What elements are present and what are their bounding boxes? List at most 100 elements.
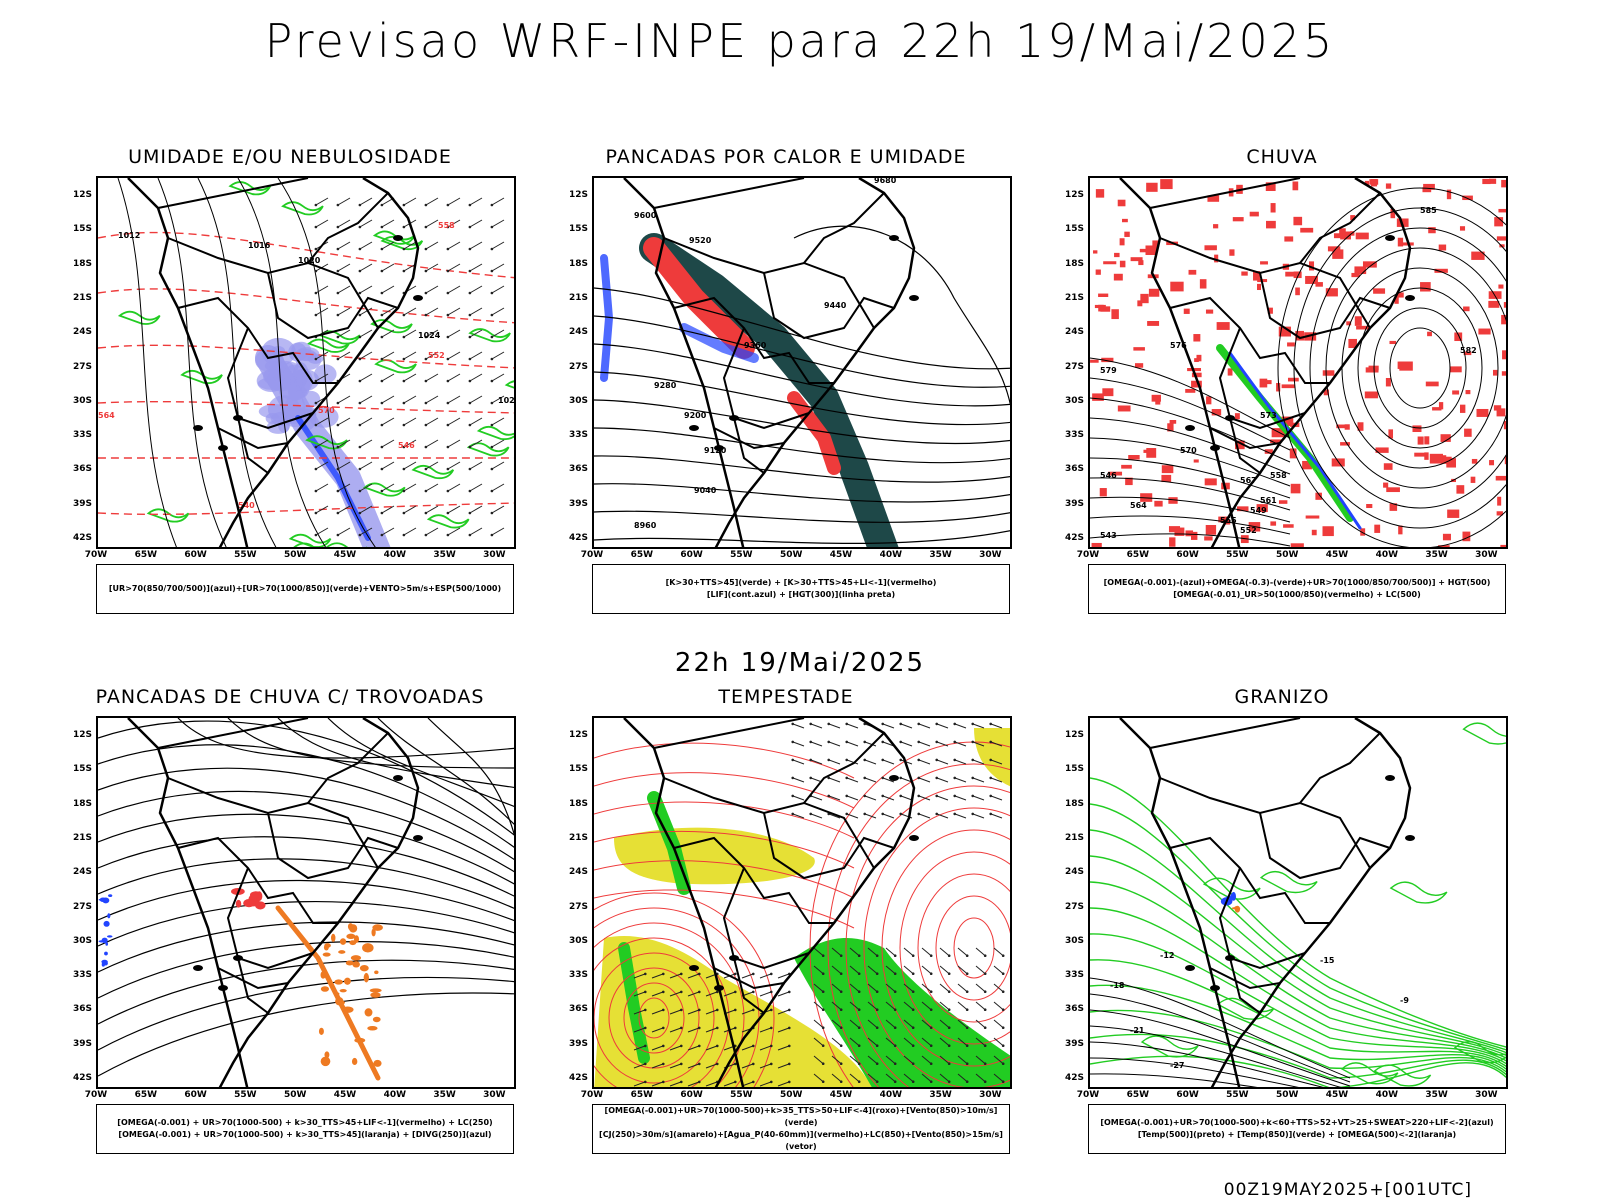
lon-tick-label: 60W <box>184 1090 207 1100</box>
lat-tick-label: 30S <box>72 935 92 946</box>
legend-line: [OMEGA(-0.01)_UR>50(1000/850)(vermelho) … <box>1173 590 1421 599</box>
lat-tick-label: 30S <box>568 395 588 406</box>
map-panel-3: CHUVA 585 582 579 576 573 570 567 564 561 558 555 55… <box>1062 146 1508 626</box>
forecast-map: 585 582 579 576 573 570 567 564 561 558 555 552 549 5… <box>1088 176 1508 549</box>
lon-tick-label: 50W <box>1275 550 1299 560</box>
main-title: Previsao WRF-INPE para 22h 19/Mai/2025 <box>264 14 1336 68</box>
lat-tick-label: 36S <box>72 1004 92 1015</box>
lon-tick-label: 60W <box>680 1090 703 1100</box>
svg-text:8960: 8960 <box>634 521 657 530</box>
lat-tick-label: 39S <box>1064 1038 1084 1049</box>
lat-tick-label: 30S <box>72 395 92 406</box>
panel-title: UMIDADE E/OU NEBULOSIDADE <box>128 146 452 168</box>
lat-tick-label: 27S <box>72 361 92 372</box>
lon-tick-label: 65W <box>134 550 158 560</box>
lon-tick-label: 55W <box>1226 1090 1249 1100</box>
lat-tick-label: 27S <box>1064 361 1084 372</box>
svg-text:1028: 1028 <box>498 396 516 405</box>
legend-box: [OMEGA(-0.001) + UR>70(1000-500) + k>30_… <box>96 1104 514 1154</box>
lat-tick-label: 12S <box>1064 190 1084 200</box>
svg-text:570: 570 <box>318 406 335 415</box>
forecast-map <box>592 716 1012 1089</box>
lat-tick-label: 18S <box>72 258 92 269</box>
svg-text:540: 540 <box>238 501 255 510</box>
svg-text:564: 564 <box>98 411 115 420</box>
lat-tick-label: 24S <box>1064 867 1084 878</box>
lon-tick-label: 50W <box>283 1090 307 1100</box>
lon-tick-label: 50W <box>779 550 803 560</box>
legend-box: [OMEGA(-0.001)-(azul)+OMEGA(-0.3)-(verde… <box>1088 564 1506 614</box>
legend-line: [LIF](cont.azul) + [HGT(300)](linha pret… <box>706 590 896 599</box>
lon-tick-label: 40W <box>1375 1090 1399 1100</box>
svg-text:9520: 9520 <box>689 236 712 245</box>
lat-tick-label: 21S <box>1064 292 1084 303</box>
lat-tick-label: 24S <box>1064 327 1084 338</box>
map-panel-6: GRANIZO -9 -12 -15 -18 -21 -27 12S 15S 18S 21S 24S 2… <box>1062 686 1508 1166</box>
forecast-map: 10161012102010241028570564558552546540 <box>96 176 516 549</box>
svg-text:1012: 1012 <box>118 231 140 240</box>
map-graphic: 10161012102010241028570564558552546540 <box>98 178 516 547</box>
lat-tick-label: 15S <box>1064 224 1084 235</box>
panel-title: PANCADAS POR CALOR E UMIDADE <box>605 146 967 168</box>
lat-tick-label: 18S <box>1064 798 1084 809</box>
lat-tick-label: 33S <box>568 970 588 981</box>
lat-tick-label: 42S <box>1064 533 1084 543</box>
legend-line: [K>30+TTS>45](verde) + [K>30+TTS>45+LI<-… <box>665 578 937 587</box>
svg-text:582: 582 <box>1460 346 1477 355</box>
lat-tick-label: 18S <box>1064 258 1084 269</box>
svg-text:9440: 9440 <box>824 301 847 310</box>
lon-tick-label: 55W <box>234 550 257 560</box>
lat-tick-label: 27S <box>568 361 588 372</box>
forecast-map <box>96 716 516 1089</box>
lat-tick-label: 39S <box>1064 498 1084 509</box>
lon-tick-label: 70W <box>580 1090 604 1100</box>
lat-tick-label: 42S <box>72 1073 92 1083</box>
lon-tick-label: 60W <box>184 550 207 560</box>
lon-tick-label: 45W <box>829 1090 853 1100</box>
svg-text:9040: 9040 <box>694 486 717 495</box>
svg-text:558: 558 <box>438 221 455 230</box>
lon-tick-label: 70W <box>1076 1090 1100 1100</box>
map-panel-2: PANCADAS POR CALOR E UMIDADE 9680 9600 9520… <box>566 146 1012 626</box>
svg-text:-27: -27 <box>1170 1061 1184 1070</box>
lat-tick-label: 39S <box>568 498 588 509</box>
lon-tick-label: 60W <box>1176 1090 1199 1100</box>
lon-tick-label: 65W <box>630 550 654 560</box>
legend-line: [CJ(250)>30m/s](amarelo)+[Agua_P(40-60mm… <box>599 1130 1003 1151</box>
lat-tick-label: 15S <box>72 224 92 235</box>
svg-text:576: 576 <box>1170 341 1187 350</box>
lat-tick-label: 12S <box>1064 730 1084 740</box>
svg-text:558: 558 <box>1270 471 1287 480</box>
svg-text:573: 573 <box>1260 411 1277 420</box>
lon-tick-label: 60W <box>1176 550 1199 560</box>
map-graphic <box>98 718 514 1087</box>
lon-tick-label: 55W <box>1226 550 1249 560</box>
svg-text:579: 579 <box>1100 366 1117 375</box>
lat-tick-label: 27S <box>72 901 92 912</box>
lon-tick-label: 45W <box>333 1090 357 1100</box>
svg-text:549: 549 <box>1250 506 1267 515</box>
lat-tick-label: 36S <box>568 1004 588 1015</box>
lon-tick-label: 30W <box>483 1090 506 1100</box>
legend-line: [Temp(500)](preto) + [Temp(850)](verde) … <box>1137 1130 1457 1139</box>
lon-tick-label: 45W <box>829 550 853 560</box>
panel-title: TEMPESTADE <box>718 686 854 708</box>
map-panel-4: PANCADAS DE CHUVA C/ TROVOADAS 12S 15S 18S 2… <box>70 686 516 1166</box>
svg-text:1024: 1024 <box>418 331 441 340</box>
legend-box: [OMEGA(-0.001)+UR>70(1000-500)+k>35_TTS>… <box>592 1104 1010 1154</box>
svg-text:9200: 9200 <box>684 411 707 420</box>
lat-tick-label: 24S <box>72 327 92 338</box>
lat-tick-label: 24S <box>568 867 588 878</box>
svg-text:543: 543 <box>1100 531 1117 540</box>
lon-tick-label: 45W <box>1325 550 1349 560</box>
lon-tick-label: 40W <box>879 550 903 560</box>
svg-text:552: 552 <box>1240 526 1257 535</box>
lat-tick-label: 33S <box>1064 430 1084 441</box>
lat-tick-label: 15S <box>1064 764 1084 775</box>
lon-tick-label: 50W <box>1275 1090 1299 1100</box>
lon-tick-label: 35W <box>1425 550 1448 560</box>
svg-text:9120: 9120 <box>704 446 727 455</box>
legend-line: [UR>70(850/700/500)](azul)+[UR>70(1000/8… <box>108 584 502 593</box>
lat-tick-label: 36S <box>1064 1004 1084 1015</box>
